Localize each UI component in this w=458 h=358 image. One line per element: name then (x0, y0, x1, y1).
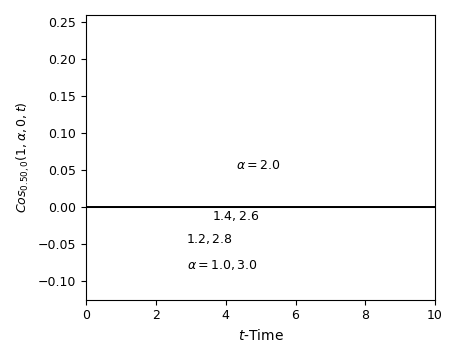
X-axis label: $t$-Time: $t$-Time (238, 328, 284, 343)
Text: $1.2, 2.8$: $1.2, 2.8$ (185, 232, 232, 246)
Text: $1.4, 2.6$: $1.4, 2.6$ (212, 209, 259, 223)
Text: $\alpha = 2.0$: $\alpha = 2.0$ (236, 159, 281, 172)
Text: $\alpha = 1.0, 3.0$: $\alpha = 1.0, 3.0$ (187, 258, 258, 272)
Y-axis label: $\mathit{Cos}_{0.50,0}(1,\alpha,0,t)$: $\mathit{Cos}_{0.50,0}(1,\alpha,0,t)$ (15, 102, 33, 213)
